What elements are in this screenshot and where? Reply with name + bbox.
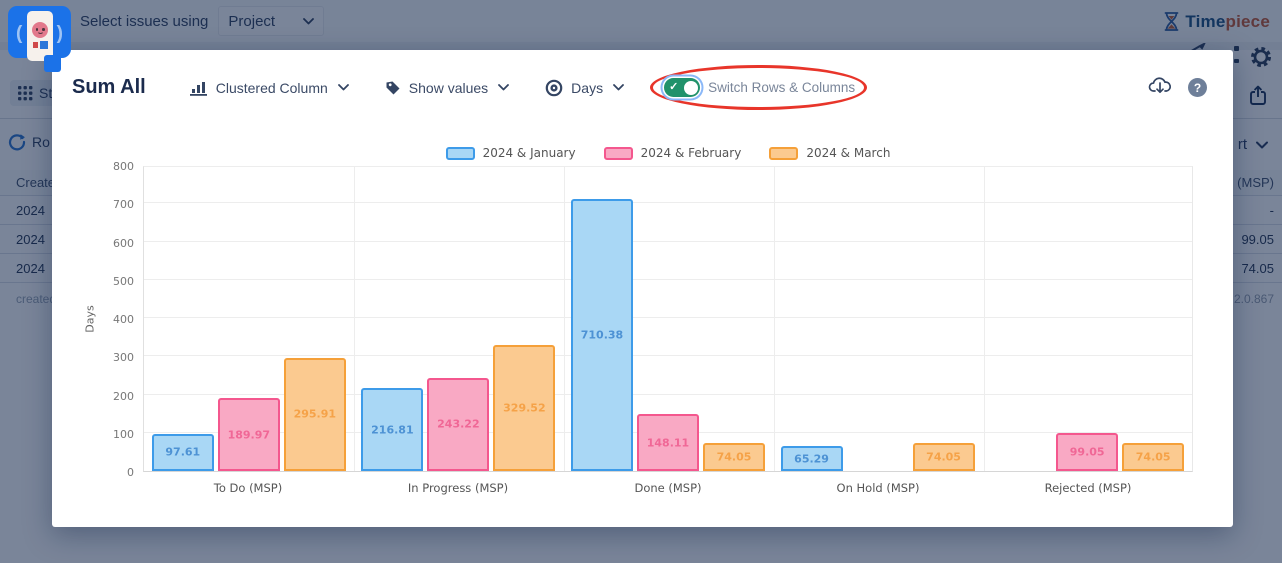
report-chart-modal: Sum All Clustered Column Show values — [52, 50, 1233, 527]
modal-header: Sum All Clustered Column Show values — [52, 50, 1233, 110]
tag-icon — [386, 81, 400, 94]
bar[interactable]: 74.05 — [702, 442, 765, 471]
category-label: Done (MSP) — [634, 481, 702, 495]
gridline-vertical — [984, 167, 985, 471]
bar[interactable]: 295.91 — [283, 357, 346, 471]
y-tick-label: 0 — [127, 466, 134, 479]
bar[interactable]: 710.38 — [570, 199, 633, 471]
y-tick-label: 300 — [113, 351, 134, 365]
bar[interactable]: 189.97 — [217, 398, 280, 471]
modal-title: Sum All — [72, 76, 146, 98]
bar[interactable]: 74.05 — [1122, 442, 1185, 471]
bar-cluster: 216.81 243.22 329.52 — [354, 167, 564, 471]
legend-swatch — [603, 146, 633, 160]
gridline-horizontal — [144, 240, 1192, 242]
gridline-horizontal — [144, 317, 1192, 318]
bar-value-label: 74.05 — [716, 450, 752, 464]
category-label: To Do (MSP) — [213, 481, 283, 495]
legend-item[interactable]: 2024 & March — [769, 146, 890, 160]
bar[interactable]: 329.52 — [493, 344, 556, 471]
category-label: Rejected (MSP) — [1044, 481, 1132, 495]
bar-value-label: 65.29 — [794, 452, 829, 466]
chevron-down-icon — [613, 84, 624, 91]
legend-item[interactable]: 2024 & January — [445, 146, 576, 160]
legend-label: 2024 & March — [806, 146, 891, 160]
category-label: In Progress (MSP) — [407, 481, 509, 495]
bar-value-label: 710.38 — [580, 328, 624, 342]
app-logo-icon[interactable]: ( ) — [8, 6, 71, 61]
x-axis-labels: To Do (MSP) In Progress (MSP) Done (MSP) On… — [143, 481, 1193, 495]
category-label: On Hold (MSP) — [836, 481, 920, 495]
bar-value-label: 243.22 — [437, 417, 480, 431]
chevron-down-icon — [498, 84, 510, 91]
bar-value-label: 295.91 — [293, 407, 337, 421]
chart-legend: 2024 & January 2024 & February 2024 & Marc… — [143, 142, 1193, 164]
download-cloud-icon[interactable] — [1148, 75, 1172, 100]
bar-value-label: 148.11 — [646, 436, 690, 450]
bar-cluster: 97.61 189.97 295.91 — [144, 167, 354, 471]
bar-chart-icon — [189, 81, 207, 96]
bar-value-label: 74.05 — [926, 450, 961, 464]
bar[interactable]: 148.11 — [636, 414, 699, 471]
y-tick-label: 400 — [113, 313, 134, 326]
plot-area: 97.61 189.97 295.91 216.81 243.22 329.52 710.3… — [143, 166, 1193, 472]
gridline-vertical — [354, 167, 355, 471]
bar[interactable]: 216.81 — [361, 388, 424, 471]
unit-label: Days — [571, 79, 604, 96]
gridline-horizontal — [144, 393, 1192, 395]
check-icon: ✓ — [669, 80, 679, 93]
chart-type-label: Clustered Column — [215, 79, 328, 96]
unit-dropdown[interactable]: Days — [545, 79, 624, 97]
y-tick-label: 600 — [113, 236, 134, 250]
show-values-label: Show values — [408, 79, 489, 96]
legend-label: 2024 & February — [640, 146, 742, 160]
y-tick-label: 500 — [113, 274, 134, 288]
bar-cluster: 710.38 148.11 74.05 — [563, 167, 773, 471]
switch-rows-columns-toggle[interactable]: ✓ — [664, 78, 701, 97]
gridline-vertical — [774, 167, 775, 471]
eye-target-icon — [545, 79, 563, 96]
bar-value-label: 97.61 — [165, 445, 201, 459]
legend-label: 2024 & January — [482, 146, 576, 160]
bar-value-label: 329.52 — [503, 401, 546, 415]
bar[interactable]: 97.61 — [151, 433, 214, 471]
bar[interactable]: 99.05 — [1056, 433, 1119, 471]
show-values-dropdown[interactable]: Show values — [385, 79, 510, 96]
app-logo-accent-square — [44, 55, 61, 72]
y-axis-ticks: 0 100 200 300 400 500 600 700 800 — [99, 160, 143, 479]
clustered-column-chart: 2024 & January 2024 & February 2024 & Marc… — [81, 142, 1193, 495]
y-axis-title: Days — [83, 305, 97, 333]
phone-illustration — [27, 11, 53, 61]
bar-value-label: 189.97 — [227, 428, 271, 442]
bar-clusters: 97.61 189.97 295.91 216.81 243.22 329.52 710.3… — [144, 167, 1192, 471]
chart-type-dropdown[interactable]: Clustered Column — [189, 79, 349, 96]
bar[interactable]: 65.29 — [780, 446, 843, 471]
gridline-horizontal — [144, 202, 1192, 204]
bar-value-label: 216.81 — [371, 423, 414, 437]
y-tick-label: 800 — [113, 160, 134, 173]
chevron-down-icon — [337, 84, 349, 91]
legend-swatch — [445, 146, 475, 160]
gridline-horizontal — [144, 355, 1192, 357]
y-tick-label: 100 — [113, 427, 134, 441]
gridline-vertical — [564, 167, 565, 471]
bar-value-label: 74.05 — [1135, 450, 1171, 464]
legend-item[interactable]: 2024 & February — [603, 146, 742, 160]
switch-rows-columns-label: Switch Rows & Columns — [708, 80, 856, 95]
bar[interactable]: 243.22 — [427, 377, 490, 471]
bar[interactable]: 74.05 — [912, 442, 975, 471]
bar-cluster: 65.29 74.05 — [773, 167, 983, 471]
bar-cluster: 99.05 74.05 — [982, 167, 1192, 471]
switch-rows-columns-control: ✓ Switch Rows & Columns — [650, 65, 868, 110]
help-icon[interactable]: ? — [1188, 78, 1207, 97]
y-tick-label: 200 — [113, 389, 134, 403]
bar-value-label: 99.05 — [1069, 445, 1105, 459]
y-tick-label: 700 — [113, 198, 134, 212]
gridline-horizontal — [144, 278, 1192, 280]
legend-swatch — [769, 146, 799, 160]
